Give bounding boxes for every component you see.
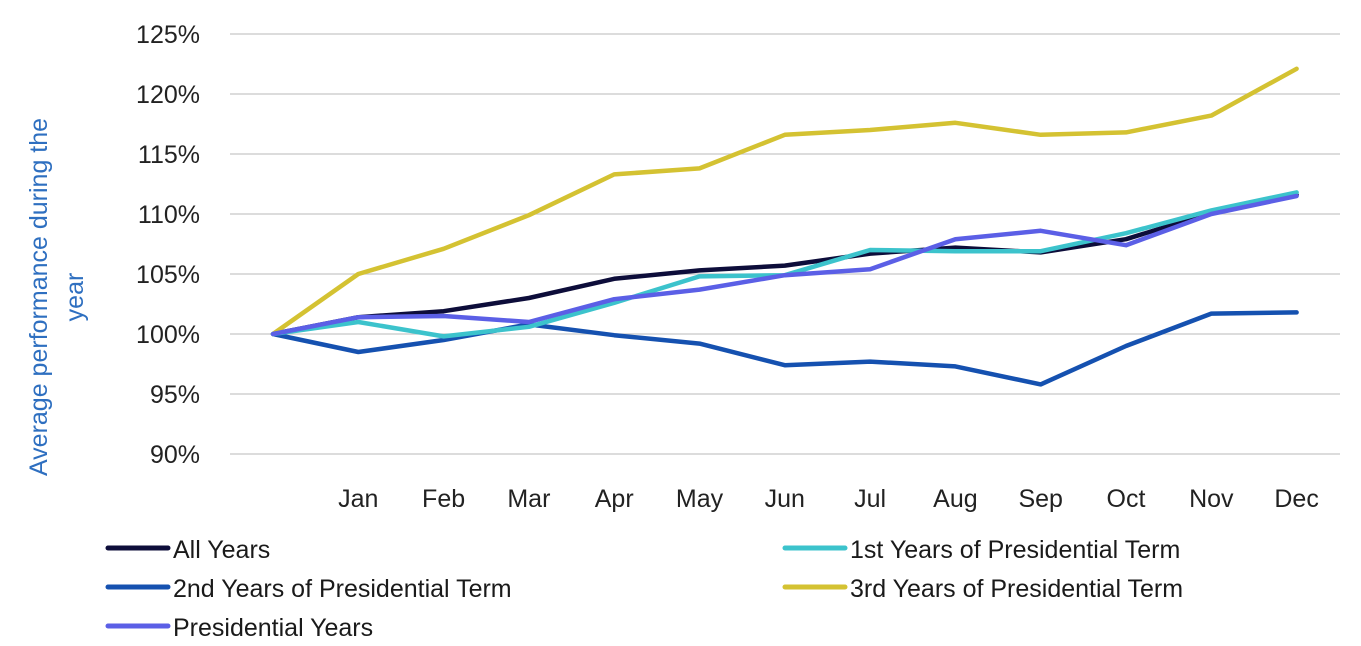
x-tick-label: May xyxy=(676,485,724,513)
x-tick-label: Oct xyxy=(1107,485,1146,513)
y-tick-label: 90% xyxy=(150,441,200,469)
y-axis-label-line-1: Average performance during the xyxy=(25,118,53,476)
y-axis-ticks: 90% 95% 100% 105% 110% 115% 120% 125% xyxy=(136,21,200,469)
y-tick-label: 110% xyxy=(138,201,200,229)
y-axis-label: Average performance during the year xyxy=(25,118,89,476)
series-line-1 xyxy=(270,192,1299,337)
legend: All Years 1st Years of Presidential Term 2… xyxy=(105,536,1183,642)
x-axis-ticks: Jan Feb Mar Apr May Jun Jul Aug Sep Oct Nov Dec xyxy=(338,485,1319,513)
y-tick-label: 105% xyxy=(136,261,200,289)
legend-item: Presidential Years xyxy=(105,614,373,642)
x-tick-label: Jun xyxy=(765,485,805,513)
series-line-5 xyxy=(270,193,1299,337)
x-tick-label: Nov xyxy=(1189,485,1234,513)
legend-item: 2nd Years of Presidential Term xyxy=(105,575,512,603)
x-tick-label: Sep xyxy=(1018,485,1062,513)
x-tick-label: Dec xyxy=(1274,485,1318,513)
legend-label: Presidential Years xyxy=(173,614,373,641)
legend-item: All Years xyxy=(105,536,270,564)
legend-label: 3rd Years of Presidential Term xyxy=(850,575,1183,603)
legend-item: 1st Years of Presidential Term xyxy=(782,536,1180,564)
legend-label: All Years xyxy=(173,536,270,564)
x-tick-label: Jul xyxy=(854,485,886,513)
x-tick-label: Apr xyxy=(595,485,634,513)
x-tick-label: Mar xyxy=(507,485,550,513)
legend-label: 1st Years of Presidential Term xyxy=(850,536,1180,564)
series-line-3 xyxy=(270,310,1299,387)
gridlines xyxy=(230,33,1340,455)
legend-label: 2nd Years of Presidential Term xyxy=(173,575,512,603)
series-lines xyxy=(270,66,1299,387)
series-line-4 xyxy=(270,66,1299,337)
y-tick-label: 115% xyxy=(138,141,200,169)
y-tick-label: 125% xyxy=(136,21,200,49)
x-tick-label: Aug xyxy=(933,485,977,513)
y-tick-label: 120% xyxy=(136,81,200,109)
x-tick-label: Jan xyxy=(338,485,378,513)
y-tick-label: 95% xyxy=(150,381,200,409)
legend-item: 3rd Years of Presidential Term xyxy=(782,575,1183,603)
y-tick-label: 100% xyxy=(136,321,200,349)
y-axis-label-line-2: year xyxy=(61,273,89,322)
x-tick-label: Feb xyxy=(422,485,465,513)
